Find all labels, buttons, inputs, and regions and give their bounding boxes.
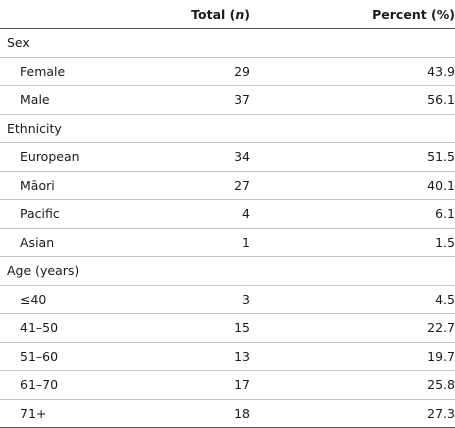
- row-label: Pacific: [20, 206, 60, 222]
- group-row-sex: Sex: [0, 29, 455, 57]
- row-label: 71+: [20, 405, 47, 421]
- row-percent: 25.8: [427, 377, 455, 393]
- group-label: Age (years): [7, 263, 80, 279]
- row-total: 4: [242, 206, 250, 222]
- header-total-close: ): [244, 6, 250, 22]
- table-row: 51–60 13 19.7: [0, 342, 455, 371]
- table-row: Māori 27 40.1: [0, 171, 455, 200]
- row-total: 1: [242, 234, 250, 250]
- row-total: 18: [234, 405, 250, 421]
- table-row: Male 37 56.1: [0, 86, 455, 114]
- row-total: 27: [234, 177, 250, 193]
- row-percent: 43.9: [427, 63, 455, 79]
- group-row-ethnicity: Ethnicity: [0, 114, 455, 143]
- table-row: 61–70 17 25.8: [0, 371, 455, 399]
- row-total: 3: [242, 291, 250, 307]
- row-label: ≤40: [20, 291, 47, 307]
- header-percent: Percent (%): [372, 6, 455, 22]
- row-percent: 6.1: [435, 206, 455, 222]
- header-label-cell: [0, 0, 155, 29]
- row-percent: 56.1: [427, 92, 455, 108]
- row-percent: 1.5: [435, 234, 455, 250]
- header-total: Total (n): [155, 0, 250, 29]
- row-label: European: [20, 149, 80, 165]
- row-percent: 51.5: [427, 149, 455, 165]
- table-row: Pacific 4 6.1: [0, 200, 455, 228]
- table-row: ≤40 3 4.5: [0, 285, 455, 314]
- header-total-n: n: [235, 6, 245, 22]
- row-total: 13: [234, 348, 250, 364]
- row-total: 37: [234, 92, 250, 108]
- header-row: Total (n) Percent (%): [0, 0, 455, 29]
- row-label: Asian: [20, 234, 55, 250]
- header-total-text: Total (: [191, 6, 236, 22]
- table-row: Female 29 43.9: [0, 57, 455, 86]
- row-label: Māori: [20, 177, 55, 193]
- table-row: Asian 1 1.5: [0, 228, 455, 257]
- row-percent: 27.3: [427, 405, 455, 421]
- row-percent: 4.5: [435, 291, 455, 307]
- group-label: Ethnicity: [7, 120, 62, 136]
- row-label: Female: [20, 63, 66, 79]
- table-row: European 34 51.5: [0, 143, 455, 171]
- row-percent: 40.1: [427, 177, 455, 193]
- table-header: Total (n) Percent (%): [0, 0, 455, 29]
- row-label: 41–50: [20, 320, 59, 336]
- row-total: 15: [234, 320, 250, 336]
- group-row-age: Age (years): [0, 257, 455, 285]
- table-row: 41–50 15 22.7: [0, 314, 455, 342]
- row-percent: 19.7: [427, 348, 455, 364]
- table-body: Sex Female 29 43.9 Male 37 56.1 Ethnicit…: [0, 29, 455, 428]
- table-row: 71+ 18 27.3: [0, 399, 455, 428]
- row-label: Male: [20, 92, 50, 108]
- group-label: Sex: [7, 35, 30, 51]
- row-percent: 22.7: [427, 320, 455, 336]
- row-total: 34: [234, 149, 250, 165]
- row-total: 29: [234, 63, 250, 79]
- row-label: 51–60: [20, 348, 59, 364]
- row-total: 17: [234, 377, 250, 393]
- row-label: 61–70: [20, 377, 59, 393]
